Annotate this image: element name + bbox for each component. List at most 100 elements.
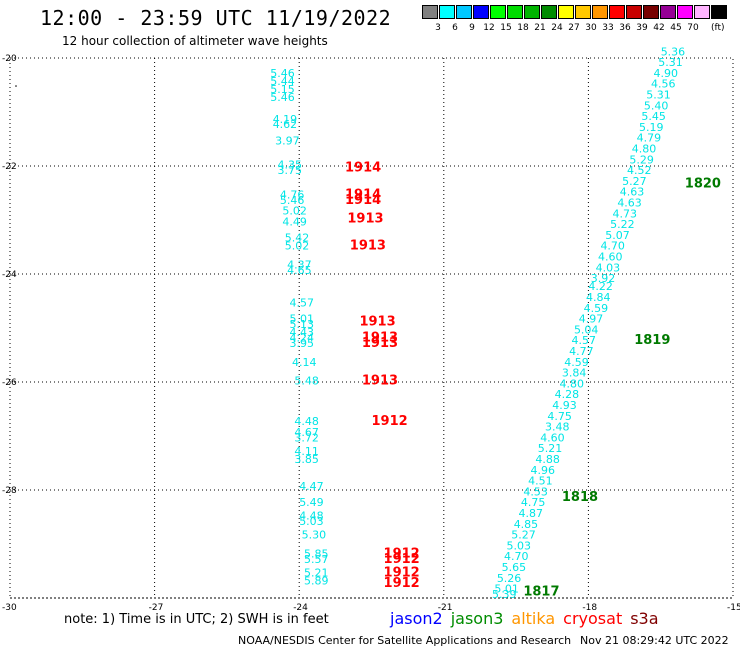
legend-label: 42 bbox=[653, 23, 665, 33]
swh-value: 4.80 bbox=[632, 143, 657, 156]
swh-value: 4.03 bbox=[596, 261, 621, 274]
swh-value: 4.56 bbox=[651, 78, 676, 91]
x-tick-label: -24 bbox=[293, 603, 308, 613]
legend-label: 33 bbox=[602, 23, 614, 33]
x-tick-label: -18 bbox=[582, 603, 597, 613]
swh-value: 4.76 bbox=[280, 188, 305, 201]
legend-swatch bbox=[677, 5, 693, 19]
footnote: note: 1) Time is in UTC; 2) SWH is in fe… bbox=[64, 612, 329, 627]
swh-value: 4.51 bbox=[528, 475, 553, 488]
x-tick-label: -21 bbox=[438, 603, 453, 613]
legend-swatch bbox=[490, 5, 506, 19]
swh-value: 5.46 bbox=[280, 194, 305, 207]
track-time-label: 1913 bbox=[350, 239, 386, 254]
swh-value: 4.79 bbox=[637, 132, 662, 145]
track-time-label: 1819 bbox=[634, 333, 670, 348]
legend-swatch bbox=[660, 5, 676, 19]
track-time-label: 1912 bbox=[372, 414, 408, 429]
generated-timestamp: Nov 21 08:29:42 UTC 2022 bbox=[580, 634, 729, 647]
track-time-label: 1912 bbox=[384, 552, 420, 567]
swh-value: 5.57 bbox=[304, 553, 329, 566]
swh-value: 5.29 bbox=[629, 153, 654, 166]
legend-label: 27 bbox=[568, 23, 580, 33]
swh-value: 4.65 bbox=[287, 264, 312, 277]
legend-unit: (ft) bbox=[711, 23, 725, 33]
swh-value: 3.75 bbox=[278, 164, 303, 177]
swh-value: 3.95 bbox=[290, 337, 315, 350]
legend-label: 36 bbox=[619, 23, 631, 33]
y-tick-label: -26 bbox=[2, 378, 17, 388]
swh-value: 4.85 bbox=[514, 518, 539, 531]
swh-value: 4.80 bbox=[559, 377, 584, 390]
swh-value: 4.96 bbox=[531, 464, 556, 477]
legend-label: 45 bbox=[670, 23, 682, 33]
track-time-label: 1912 bbox=[384, 547, 420, 562]
swh-value: 5.46 bbox=[270, 67, 295, 80]
swh-value: 5.02 bbox=[282, 205, 307, 218]
swh-value: 5.13 bbox=[290, 318, 315, 331]
track-time-label: 1913 bbox=[359, 314, 395, 329]
track-time-label: 1912 bbox=[384, 565, 420, 580]
swh-value: 4.59 bbox=[584, 302, 609, 315]
stray-dot bbox=[15, 85, 17, 87]
swh-value: 4.59 bbox=[564, 356, 589, 369]
swh-value: 4.63 bbox=[617, 197, 642, 210]
swh-value: 5.27 bbox=[511, 529, 536, 542]
x-tick-label: -27 bbox=[149, 603, 164, 613]
swh-value: 3.92 bbox=[591, 272, 616, 285]
swh-value: 5.21 bbox=[538, 442, 563, 455]
legend-swatch bbox=[524, 5, 540, 19]
legend-swatch bbox=[694, 5, 710, 19]
swh-value: 3.84 bbox=[562, 367, 587, 380]
swh-value: 4.57 bbox=[290, 296, 315, 309]
track-time-label: 1914 bbox=[345, 193, 381, 208]
legend-label: 12 bbox=[483, 23, 495, 33]
swh-value: 5.19 bbox=[639, 121, 664, 134]
legend-label: 6 bbox=[452, 23, 458, 33]
swh-value: 4.77 bbox=[569, 345, 594, 358]
x-tick-label: -30 bbox=[2, 603, 17, 613]
swh-value: 5.26 bbox=[497, 572, 522, 585]
swh-value: 4.70 bbox=[600, 240, 625, 253]
track-time-label: 1913 bbox=[362, 331, 398, 346]
legend-swatch bbox=[473, 5, 489, 19]
swh-value: 5.40 bbox=[644, 99, 669, 112]
swh-value: 5.49 bbox=[299, 496, 324, 509]
credit-footer: NOAA/NESDIS Center for Satellite Applica… bbox=[238, 634, 572, 647]
track-time-label: 1913 bbox=[362, 374, 398, 389]
swh-value: 4.43 bbox=[290, 326, 315, 339]
swh-value: 5.21 bbox=[304, 566, 329, 579]
swh-value: 4.70 bbox=[504, 550, 529, 563]
swh-value: 5.27 bbox=[622, 175, 647, 188]
swh-value: 4.75 bbox=[547, 410, 572, 423]
swh-value: 4.53 bbox=[523, 485, 548, 498]
swh-value: 5.01 bbox=[290, 313, 315, 326]
swh-value: 5.44 bbox=[270, 75, 295, 88]
swh-value: 5.89 bbox=[304, 575, 329, 588]
track-time-label: 1912 bbox=[384, 576, 420, 591]
swh-value: 5.31 bbox=[658, 56, 683, 69]
swh-value: 5.07 bbox=[605, 229, 630, 242]
track-time-label: 1913 bbox=[347, 212, 383, 227]
legend-label: 24 bbox=[551, 23, 563, 33]
y-tick-label: -28 bbox=[2, 486, 17, 496]
swh-value: 4.67 bbox=[294, 426, 319, 439]
swh-value: 5.03 bbox=[506, 539, 530, 552]
swh-value: 4.48 bbox=[299, 510, 324, 523]
legend-label: 9 bbox=[469, 23, 475, 33]
swh-value: 5.04 bbox=[574, 323, 599, 336]
swh-value: 4.48 bbox=[294, 415, 319, 428]
swh-value: 5.36 bbox=[661, 45, 686, 58]
swh-value: 4.93 bbox=[552, 399, 577, 412]
swh-value: 4.49 bbox=[282, 215, 307, 228]
swh-value: 5.65 bbox=[502, 561, 527, 574]
swh-value: 4.60 bbox=[540, 431, 565, 444]
satellite-name: jason3 bbox=[450, 609, 504, 628]
swh-value: 3.85 bbox=[294, 453, 319, 466]
swh-value: 5.01 bbox=[494, 583, 519, 596]
legend-label: 18 bbox=[517, 23, 529, 33]
chart-subtitle: 12 hour collection of altimeter wave hei… bbox=[62, 34, 328, 48]
swh-value: 4.60 bbox=[598, 251, 623, 264]
satellite-name: jason2 bbox=[390, 609, 443, 628]
